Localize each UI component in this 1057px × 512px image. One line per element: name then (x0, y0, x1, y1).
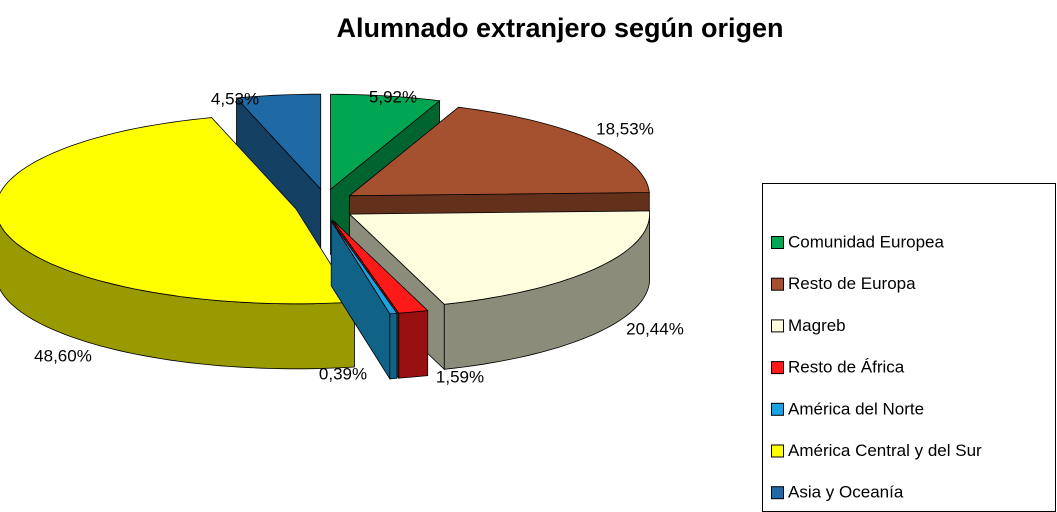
slice-side (389, 312, 398, 380)
legend-label: Comunidad Europea (788, 232, 944, 251)
data-label: 4,53% (211, 89, 259, 108)
legend-swatch (771, 486, 784, 500)
legend-label: América Central y del Sur (788, 441, 982, 460)
slice (235, 93, 322, 191)
legend-label: Magreb (788, 316, 846, 335)
legend-box (762, 183, 1056, 512)
data-label: 0,39% (319, 364, 367, 383)
legend-swatch (771, 319, 784, 333)
legend-label: Resto de África (788, 358, 905, 377)
data-label: 1,59% (436, 367, 484, 386)
slice (0, 117, 356, 370)
legend-label: Resto de Europa (788, 274, 916, 293)
legend-swatch (771, 236, 784, 249)
legend-swatch (771, 402, 784, 416)
slice-side (398, 310, 429, 379)
slice (348, 210, 651, 305)
slice (0, 117, 356, 305)
legend-swatch (771, 277, 784, 291)
chart-title: Alumnado extranjero según origen (336, 13, 783, 43)
slice (330, 93, 441, 191)
data-label: 18,53% (596, 119, 654, 138)
legend-swatch (771, 361, 784, 375)
slice (330, 219, 398, 381)
legend-label: América del Norte (788, 399, 924, 418)
data-label: 20,44% (626, 319, 684, 338)
slice (330, 220, 398, 315)
slice (348, 106, 650, 197)
data-label: 5,92% (369, 87, 417, 106)
legend-swatch (771, 444, 784, 458)
slice (332, 220, 429, 314)
legend-label: Asia y Oceanía (788, 483, 904, 502)
data-label: 48,60% (34, 346, 92, 365)
